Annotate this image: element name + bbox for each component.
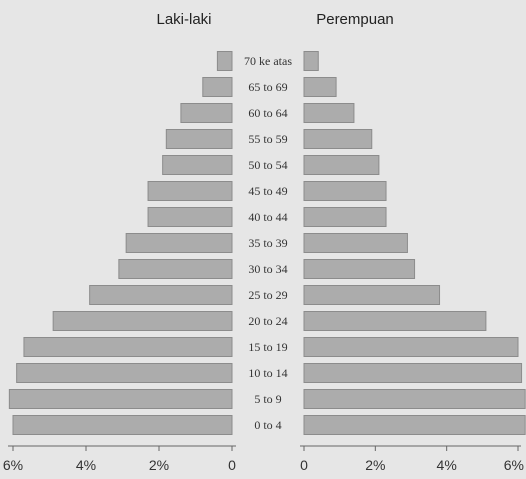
age-label-10: 50 to 54 bbox=[248, 158, 287, 172]
left-tick-label-0: 6% bbox=[3, 457, 23, 473]
bar-female-8 bbox=[303, 207, 387, 227]
bar-female-9 bbox=[303, 181, 387, 201]
bar-male-12 bbox=[180, 103, 233, 123]
age-label-3: 15 to 19 bbox=[248, 340, 287, 354]
bar-male-3 bbox=[23, 337, 233, 357]
age-label-1: 5 to 9 bbox=[254, 392, 281, 406]
bar-female-13 bbox=[303, 77, 337, 97]
right-tick-label-3: 6% bbox=[504, 457, 524, 473]
age-label-13: 65 to 69 bbox=[248, 80, 287, 94]
age-label-8: 40 to 44 bbox=[248, 210, 287, 224]
bar-female-6 bbox=[303, 259, 416, 279]
left-title: Laki-laki bbox=[156, 11, 211, 28]
bar-female-7 bbox=[303, 233, 408, 253]
bar-female-1 bbox=[303, 389, 526, 409]
bar-female-3 bbox=[303, 337, 519, 357]
bar-male-5 bbox=[89, 285, 233, 305]
age-label-2: 10 to 14 bbox=[248, 366, 287, 380]
bar-female-12 bbox=[303, 103, 355, 123]
bar-female-0 bbox=[303, 415, 526, 435]
bar-male-6 bbox=[118, 259, 233, 279]
bar-male-0 bbox=[12, 415, 233, 435]
age-label-14: 70 ke atas bbox=[244, 54, 292, 68]
bar-male-1 bbox=[8, 389, 233, 409]
age-label-11: 55 to 59 bbox=[248, 132, 287, 146]
age-label-4: 20 to 24 bbox=[248, 314, 287, 328]
bar-female-11 bbox=[303, 129, 373, 149]
bar-male-7 bbox=[125, 233, 233, 253]
bar-male-13 bbox=[202, 77, 233, 97]
axes-group: 6% 4% 2% 0 0 2% 4% 6% bbox=[3, 445, 524, 473]
bar-male-14 bbox=[216, 51, 233, 71]
bars-group bbox=[8, 51, 526, 435]
age-label-9: 45 to 49 bbox=[248, 184, 287, 198]
age-label-12: 60 to 64 bbox=[248, 106, 287, 120]
bar-male-11 bbox=[165, 129, 233, 149]
bar-female-10 bbox=[303, 155, 380, 175]
bar-male-9 bbox=[147, 181, 233, 201]
right-tick-label-2: 4% bbox=[437, 457, 457, 473]
left-tick-label-3: 0 bbox=[228, 457, 236, 473]
left-tick-label-1: 4% bbox=[76, 457, 96, 473]
bar-male-8 bbox=[147, 207, 233, 227]
left-tick-label-2: 2% bbox=[149, 457, 169, 473]
bar-female-14 bbox=[303, 51, 319, 71]
right-tick-label-0: 0 bbox=[300, 457, 308, 473]
bar-male-4 bbox=[52, 311, 233, 331]
age-label-5: 25 to 29 bbox=[248, 288, 287, 302]
age-labels-group: 0 to 4 5 to 9 10 to 14 15 to 19 20 to 24 25 t… bbox=[244, 54, 292, 432]
age-label-7: 35 to 39 bbox=[248, 236, 287, 250]
bar-male-10 bbox=[162, 155, 233, 175]
right-tick-label-1: 2% bbox=[365, 457, 385, 473]
age-label-6: 30 to 34 bbox=[248, 262, 287, 276]
age-label-0: 0 to 4 bbox=[254, 418, 281, 432]
bar-male-2 bbox=[16, 363, 233, 383]
bar-female-5 bbox=[303, 285, 441, 305]
bar-female-4 bbox=[303, 311, 487, 331]
bar-female-2 bbox=[303, 363, 523, 383]
right-title: Perempuan bbox=[316, 11, 394, 28]
